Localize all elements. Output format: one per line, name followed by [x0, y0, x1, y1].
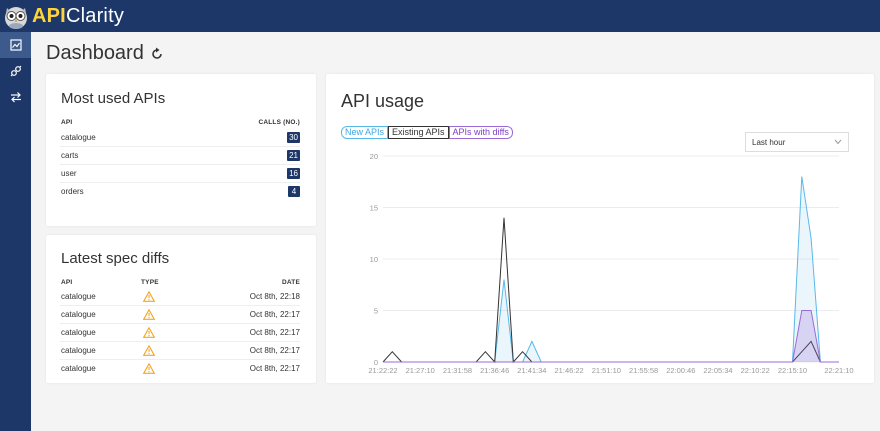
- api-usage-title: API usage: [341, 91, 425, 111]
- series-existing-apis-line: [382, 217, 839, 364]
- x-tick-label: 22:21:10: [824, 366, 853, 375]
- warning-icon: [143, 309, 155, 320]
- series-apis-with-diffs-area: [383, 310, 839, 362]
- y-tick-label: 0: [374, 358, 378, 367]
- y-tick-label: 5: [374, 307, 378, 316]
- swap-arrows-icon: [10, 92, 21, 103]
- series-apis-with-diffs-line: [383, 310, 839, 363]
- owl-logo-icon: [5, 7, 27, 29]
- nav-apis[interactable]: [0, 58, 31, 84]
- table-row[interactable]: catalogue Oct 8th, 22:17: [60, 342, 300, 360]
- x-tick-label: 21:46:22: [555, 366, 584, 375]
- api-usage-chart: 0 5 10 15 20 21:22:22 21:27:10 21:31:58 21:36:46…: [368, 152, 853, 375]
- col-date-header: DATE: [281, 279, 300, 286]
- table-row[interactable]: carts 21: [60, 147, 300, 165]
- warning-icon: [143, 291, 155, 302]
- x-tick-label: 21:27:10: [406, 366, 435, 375]
- time-range-value: Last hour: [752, 138, 786, 147]
- nav-dashboard[interactable]: [0, 32, 31, 58]
- diff-date: Oct 8th, 22:17: [249, 310, 300, 319]
- legend-new-apis[interactable]: New APIs: [341, 126, 389, 139]
- api-name: catalogue: [61, 328, 96, 337]
- x-tick-label: 21:55:58: [629, 366, 658, 375]
- api-name: catalogue: [61, 292, 96, 301]
- y-tick-label: 15: [370, 204, 378, 213]
- dashboard-icon: [9, 39, 22, 51]
- calls-badge: 30: [287, 132, 300, 143]
- nav-events[interactable]: [0, 84, 31, 110]
- x-tick-label: 22:15:10: [778, 366, 807, 375]
- main-content: Dashboard Most used APIs API CALLS (NO.)…: [31, 32, 880, 431]
- api-name: carts: [61, 151, 79, 160]
- side-nav: [0, 32, 31, 431]
- brand-bold: API: [32, 4, 66, 27]
- x-tick-label: 21:22:22: [368, 366, 397, 375]
- diff-date: Oct 8th, 22:18: [249, 292, 300, 301]
- time-range-select[interactable]: Last hour: [745, 132, 849, 152]
- top-bar: APIClarity: [0, 0, 880, 32]
- warning-icon: [143, 327, 155, 338]
- api-name: user: [61, 169, 77, 178]
- chart-legend: New APIs Existing APIs APIs with diffs: [341, 126, 513, 139]
- most-used-apis-card: Most used APIs API CALLS (NO.) catalogue…: [46, 74, 316, 226]
- y-tick-label: 10: [370, 255, 378, 264]
- page-title-text: Dashboard: [46, 42, 144, 64]
- table-row[interactable]: catalogue Oct 8th, 22:17: [60, 360, 300, 378]
- table-row[interactable]: catalogue 30: [60, 129, 300, 147]
- app-logo[interactable]: APIClarity: [0, 2, 124, 30]
- col-calls-header: CALLS (NO.): [258, 119, 300, 126]
- plug-icon: [10, 65, 21, 77]
- legend-apis-with-diffs[interactable]: APIs with diffs: [448, 126, 513, 139]
- table-row[interactable]: catalogue Oct 8th, 22:17: [60, 306, 300, 324]
- api-name: catalogue: [61, 364, 96, 373]
- x-tick-label: 21:51:10: [592, 366, 621, 375]
- table-row[interactable]: catalogue Oct 8th, 22:17: [60, 324, 300, 342]
- diff-date: Oct 8th, 22:17: [249, 364, 300, 373]
- latest-spec-diffs-card: Latest spec diffs API TYPE DATE catalogu…: [46, 235, 316, 383]
- api-name: catalogue: [61, 133, 96, 142]
- warning-icon: [143, 345, 155, 356]
- y-tick-label: 20: [370, 152, 378, 161]
- x-tick-label: 21:36:46: [480, 366, 509, 375]
- x-tick-label: 21:41:34: [517, 366, 546, 375]
- series-new-apis-line: [383, 176, 839, 363]
- chevron-down-icon: [834, 139, 842, 145]
- series-new-apis-area: [383, 176, 839, 362]
- brand-rest: Clarity: [65, 4, 125, 27]
- x-tick-label: 22:00:46: [666, 366, 695, 375]
- col-api-header: API: [61, 119, 73, 126]
- api-name: orders: [61, 187, 84, 196]
- calls-badge: 16: [287, 168, 300, 179]
- x-tick-label: 21:31:58: [443, 366, 472, 375]
- table-row[interactable]: catalogue Oct 8th, 22:18: [60, 288, 300, 306]
- table-row[interactable]: orders 4: [60, 183, 300, 201]
- x-tick-label: 22:05:34: [703, 366, 732, 375]
- x-tick-label: 22:10:22: [741, 366, 770, 375]
- col-api-header: API: [61, 279, 73, 286]
- api-usage-card: API usage Last hour New APIs Existing AP…: [326, 74, 874, 383]
- page-title: Dashboard: [46, 42, 164, 65]
- app-brand: APIClarity: [32, 5, 124, 28]
- calls-badge: 4: [288, 186, 300, 197]
- legend-existing-apis[interactable]: Existing APIs: [388, 126, 449, 139]
- diff-date: Oct 8th, 22:17: [249, 346, 300, 355]
- most-used-apis-title: Most used APIs: [61, 90, 166, 107]
- col-type-header: TYPE: [141, 279, 159, 286]
- calls-badge: 21: [287, 150, 300, 161]
- refresh-icon[interactable]: [150, 47, 164, 61]
- table-row[interactable]: user 16: [60, 165, 300, 183]
- api-name: catalogue: [61, 346, 96, 355]
- api-name: catalogue: [61, 310, 96, 319]
- warning-icon: [143, 363, 155, 374]
- latest-spec-diffs-title: Latest spec diffs: [61, 250, 170, 267]
- diff-date: Oct 8th, 22:17: [249, 328, 300, 337]
